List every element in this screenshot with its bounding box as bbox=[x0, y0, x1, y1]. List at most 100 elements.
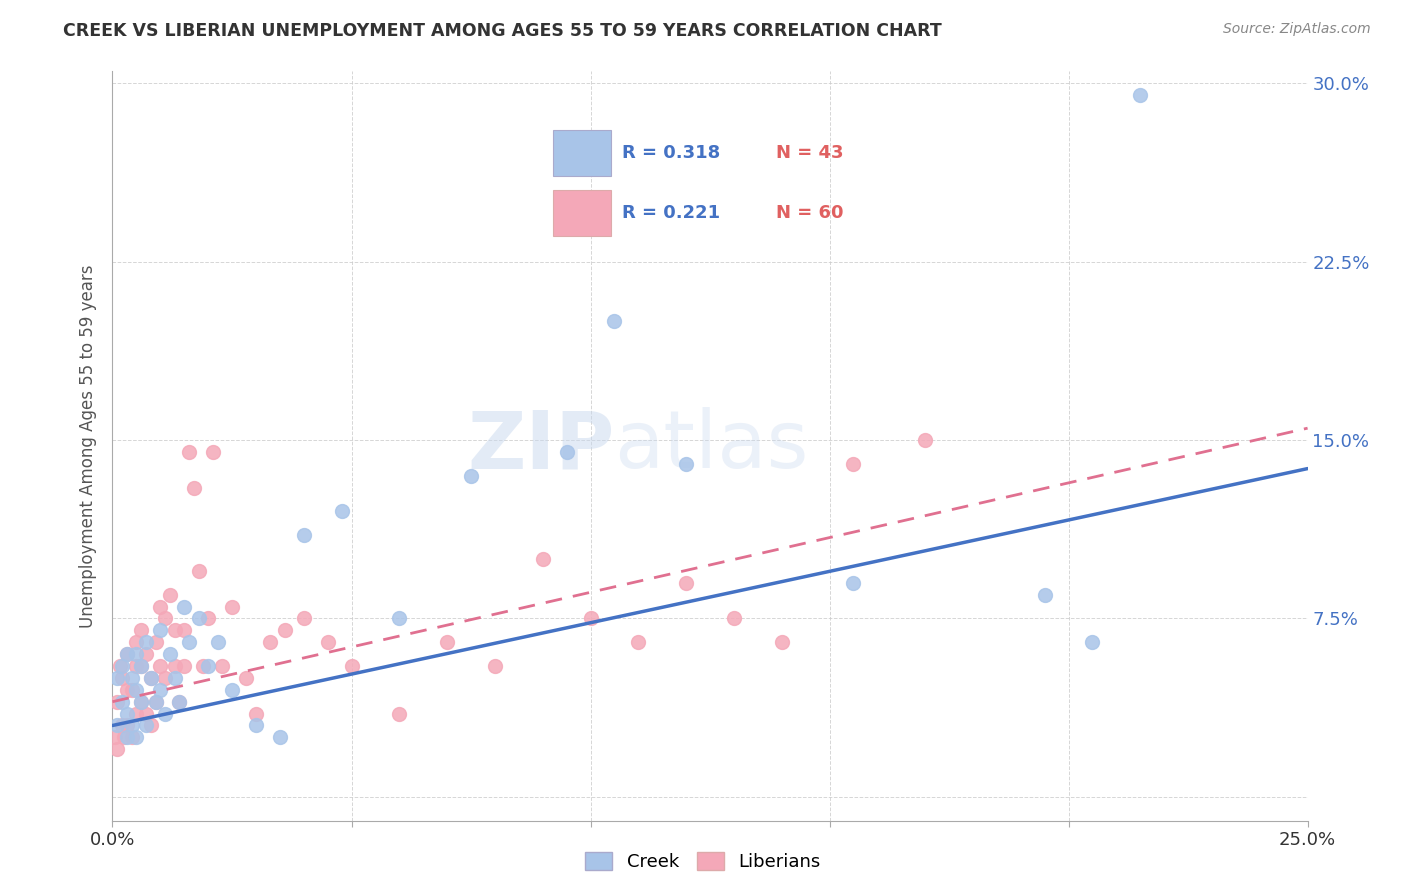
Point bbox=[149, 624, 172, 638]
Point bbox=[245, 718, 267, 732]
Point bbox=[187, 611, 209, 625]
Point bbox=[173, 659, 195, 673]
Point bbox=[115, 718, 138, 732]
Point bbox=[579, 611, 602, 625]
Point bbox=[125, 659, 148, 673]
Point bbox=[139, 671, 162, 685]
Point bbox=[183, 481, 205, 495]
Point bbox=[531, 552, 554, 566]
Point bbox=[129, 624, 152, 638]
Point bbox=[115, 731, 138, 745]
Point bbox=[436, 635, 458, 649]
Point bbox=[145, 695, 167, 709]
Point bbox=[115, 682, 138, 697]
Point bbox=[125, 682, 148, 697]
Point bbox=[139, 671, 162, 685]
Point bbox=[121, 718, 143, 732]
Point bbox=[221, 599, 243, 614]
Point bbox=[197, 659, 219, 673]
Point bbox=[105, 742, 128, 756]
Point bbox=[388, 611, 411, 625]
Legend: Creek, Liberians: Creek, Liberians bbox=[578, 845, 828, 879]
Point bbox=[163, 624, 186, 638]
Point bbox=[139, 718, 162, 732]
Point bbox=[173, 624, 195, 638]
Point bbox=[153, 611, 176, 625]
Point bbox=[245, 706, 267, 721]
Point bbox=[125, 647, 148, 661]
Point bbox=[125, 635, 148, 649]
Point bbox=[115, 706, 138, 721]
Point bbox=[207, 635, 229, 649]
Point bbox=[129, 659, 152, 673]
Text: ZIP: ZIP bbox=[467, 407, 614, 485]
Point bbox=[187, 564, 209, 578]
Point bbox=[105, 695, 128, 709]
Point bbox=[201, 445, 224, 459]
Point bbox=[125, 706, 148, 721]
Point bbox=[121, 671, 143, 685]
Point bbox=[675, 575, 697, 590]
Point bbox=[197, 611, 219, 625]
Point bbox=[259, 635, 281, 649]
Point bbox=[723, 611, 745, 625]
Point bbox=[111, 671, 134, 685]
Point bbox=[211, 659, 233, 673]
Point bbox=[340, 659, 363, 673]
Text: Source: ZipAtlas.com: Source: ZipAtlas.com bbox=[1223, 22, 1371, 37]
Point bbox=[460, 468, 482, 483]
Point bbox=[273, 624, 295, 638]
Point bbox=[221, 682, 243, 697]
Point bbox=[105, 671, 128, 685]
Point bbox=[125, 731, 148, 745]
Point bbox=[129, 695, 152, 709]
Point bbox=[135, 718, 157, 732]
Point bbox=[842, 575, 865, 590]
Point bbox=[149, 599, 172, 614]
Point bbox=[121, 731, 143, 745]
Point bbox=[135, 706, 157, 721]
Point bbox=[111, 718, 134, 732]
Point bbox=[153, 706, 176, 721]
Point bbox=[675, 457, 697, 471]
Point bbox=[163, 671, 186, 685]
Point bbox=[842, 457, 865, 471]
Point bbox=[484, 659, 506, 673]
Point bbox=[177, 635, 200, 649]
Text: CREEK VS LIBERIAN UNEMPLOYMENT AMONG AGES 55 TO 59 YEARS CORRELATION CHART: CREEK VS LIBERIAN UNEMPLOYMENT AMONG AGE… bbox=[63, 22, 942, 40]
Point bbox=[115, 647, 138, 661]
Y-axis label: Unemployment Among Ages 55 to 59 years: Unemployment Among Ages 55 to 59 years bbox=[79, 264, 97, 628]
Point bbox=[292, 528, 315, 542]
Point bbox=[129, 695, 152, 709]
Point bbox=[111, 695, 134, 709]
Point bbox=[135, 647, 157, 661]
Point bbox=[129, 659, 152, 673]
Point bbox=[108, 659, 131, 673]
Point bbox=[115, 647, 138, 661]
Point bbox=[159, 647, 181, 661]
Point bbox=[104, 731, 127, 745]
Point bbox=[169, 695, 191, 709]
Point bbox=[330, 504, 353, 518]
Point bbox=[114, 731, 135, 745]
Point bbox=[770, 635, 793, 649]
Point bbox=[135, 635, 157, 649]
Point bbox=[111, 659, 134, 673]
Point bbox=[1033, 588, 1056, 602]
Point bbox=[914, 433, 936, 447]
Point bbox=[269, 731, 291, 745]
Point bbox=[105, 718, 128, 732]
Point bbox=[163, 659, 186, 673]
Point bbox=[153, 671, 176, 685]
Point bbox=[193, 659, 215, 673]
Point bbox=[603, 314, 626, 328]
Point bbox=[177, 445, 200, 459]
Point bbox=[145, 635, 167, 649]
Point bbox=[235, 671, 257, 685]
Point bbox=[1081, 635, 1104, 649]
Point bbox=[145, 695, 167, 709]
Point bbox=[388, 706, 411, 721]
Point bbox=[121, 682, 143, 697]
Point bbox=[149, 659, 172, 673]
Text: atlas: atlas bbox=[614, 407, 808, 485]
